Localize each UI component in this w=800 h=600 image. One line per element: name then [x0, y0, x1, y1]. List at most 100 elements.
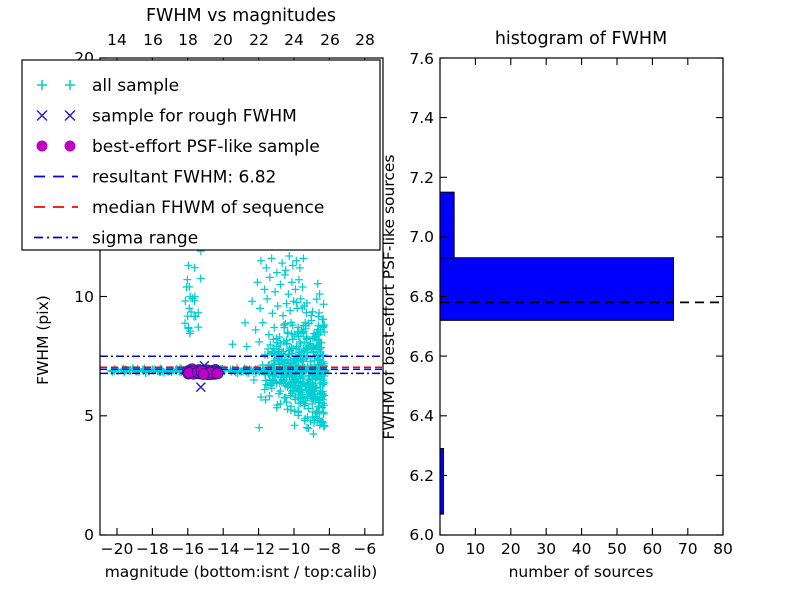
scatter-point [291, 285, 300, 294]
scatter-point [273, 401, 282, 410]
left-panel-xlabel: magnitude (bottom:isnt / top:calib) [105, 563, 378, 581]
scatter-point [308, 307, 317, 316]
scatter-point [313, 279, 322, 288]
top-tick-label: 28 [355, 31, 375, 49]
scatter-point [291, 382, 300, 391]
scatter-point [181, 297, 190, 306]
scatter-point [288, 261, 297, 270]
scatter-point [262, 263, 271, 272]
scatter-point [260, 385, 269, 394]
y-tick-label: 6.2 [409, 467, 434, 485]
bottom-tick-label: −10 [278, 540, 311, 558]
x-tick-label: 10 [466, 540, 486, 558]
scatter-point [314, 402, 323, 411]
x-tick-label: 80 [713, 540, 733, 558]
right-panel-x-ticks [439, 58, 724, 535]
scatter-point [265, 392, 274, 401]
legend-item[interactable]: resultant FWHM: 6.82 [34, 168, 276, 188]
legend-item[interactable]: sample for rough FWHM [36, 107, 297, 127]
scatter-point [184, 324, 193, 333]
top-tick-label: 20 [213, 31, 233, 49]
scatter-point [285, 371, 294, 380]
scatter-point [286, 406, 295, 415]
scatter-point [196, 274, 205, 283]
scatter-point [294, 408, 303, 417]
scatter-point [190, 312, 199, 321]
y-tick-label: 6.0 [409, 526, 434, 544]
scatter-point [187, 308, 196, 317]
scatter-point [298, 282, 307, 291]
scatter-point [292, 344, 301, 353]
legend-item[interactable]: median FHWM of sequence [34, 198, 324, 218]
legend-marker-plus-icon [37, 80, 75, 90]
scatter-point [295, 263, 304, 272]
scatter-point [318, 323, 327, 332]
scatter-point [292, 377, 301, 386]
y-tick-label: 5 [84, 407, 94, 425]
scatter-point [185, 329, 194, 338]
histogram-bar [440, 191, 455, 259]
scatter-point [288, 321, 297, 330]
scatter-point [309, 407, 318, 416]
top-tick-label: 16 [143, 31, 163, 49]
scatter-point [319, 422, 328, 431]
scatter-point [272, 334, 281, 343]
scatter-point [287, 344, 296, 353]
scatter-point [311, 375, 320, 384]
y-tick-label: 7.6 [409, 50, 434, 68]
scatter-point [302, 385, 311, 394]
left-panel-bottom-ticks [116, 528, 366, 535]
scatter-point [180, 319, 189, 328]
left-panel-title: FWHM vs magnitudes [146, 6, 336, 26]
scatter-point [190, 263, 199, 272]
scatter-point [317, 338, 326, 347]
top-tick-label: 22 [249, 31, 269, 49]
x-tick-label: 40 [572, 540, 592, 558]
top-tick-label: 14 [107, 31, 127, 49]
legend-item[interactable]: all sample [37, 76, 179, 96]
scatter-point [302, 334, 311, 343]
bottom-tick-label: −18 [136, 540, 169, 558]
bottom-tick-label: −12 [242, 540, 275, 558]
scatter-point [315, 290, 324, 299]
scatter-point [272, 342, 281, 351]
scatter-point [303, 413, 312, 422]
scatter-point [280, 271, 289, 280]
scatter-point [297, 388, 306, 397]
scatter-point [282, 299, 291, 308]
scatter-point [294, 275, 303, 284]
scatter-point [265, 273, 274, 282]
scatter-point [286, 306, 295, 315]
left-panel-top-ticklabels: 14 16 18 20 22 24 26 28 [107, 31, 375, 49]
scatter-point [255, 423, 264, 432]
scatter-point [296, 374, 305, 383]
legend-item[interactable]: best-effort PSF-like sample [36, 137, 320, 157]
scatter-point [272, 268, 281, 277]
scatter-point [270, 323, 279, 332]
scatter-point [319, 300, 328, 309]
scatter-point [211, 367, 224, 380]
scatter-point [311, 412, 320, 421]
x-tick-label: 60 [643, 540, 663, 558]
scatter-point [241, 318, 250, 327]
right-panel-x-ticklabels: 0 10 20 30 40 50 60 70 80 [435, 540, 733, 558]
scatter-point [280, 393, 289, 402]
legend-item-label: best-effort PSF-like sample [92, 137, 320, 157]
scatter-point [312, 295, 321, 304]
psf-like-scatter [182, 363, 224, 381]
scatter-point [242, 342, 251, 351]
x-tick-label: 0 [435, 540, 445, 558]
scatter-point [183, 275, 192, 284]
scatter-point [256, 256, 265, 265]
scatter-point [267, 378, 276, 387]
scatter-point [270, 348, 279, 357]
x-tick-label: 50 [607, 540, 627, 558]
legend-item[interactable]: sigma range [34, 229, 198, 249]
scatter-point [300, 338, 309, 347]
x-tick-label: 70 [678, 540, 698, 558]
bottom-tick-label: −8 [318, 540, 341, 558]
scatter-point [194, 308, 203, 317]
right-panel: histogram of FWHM [380, 29, 733, 581]
scatter-point [197, 368, 210, 380]
